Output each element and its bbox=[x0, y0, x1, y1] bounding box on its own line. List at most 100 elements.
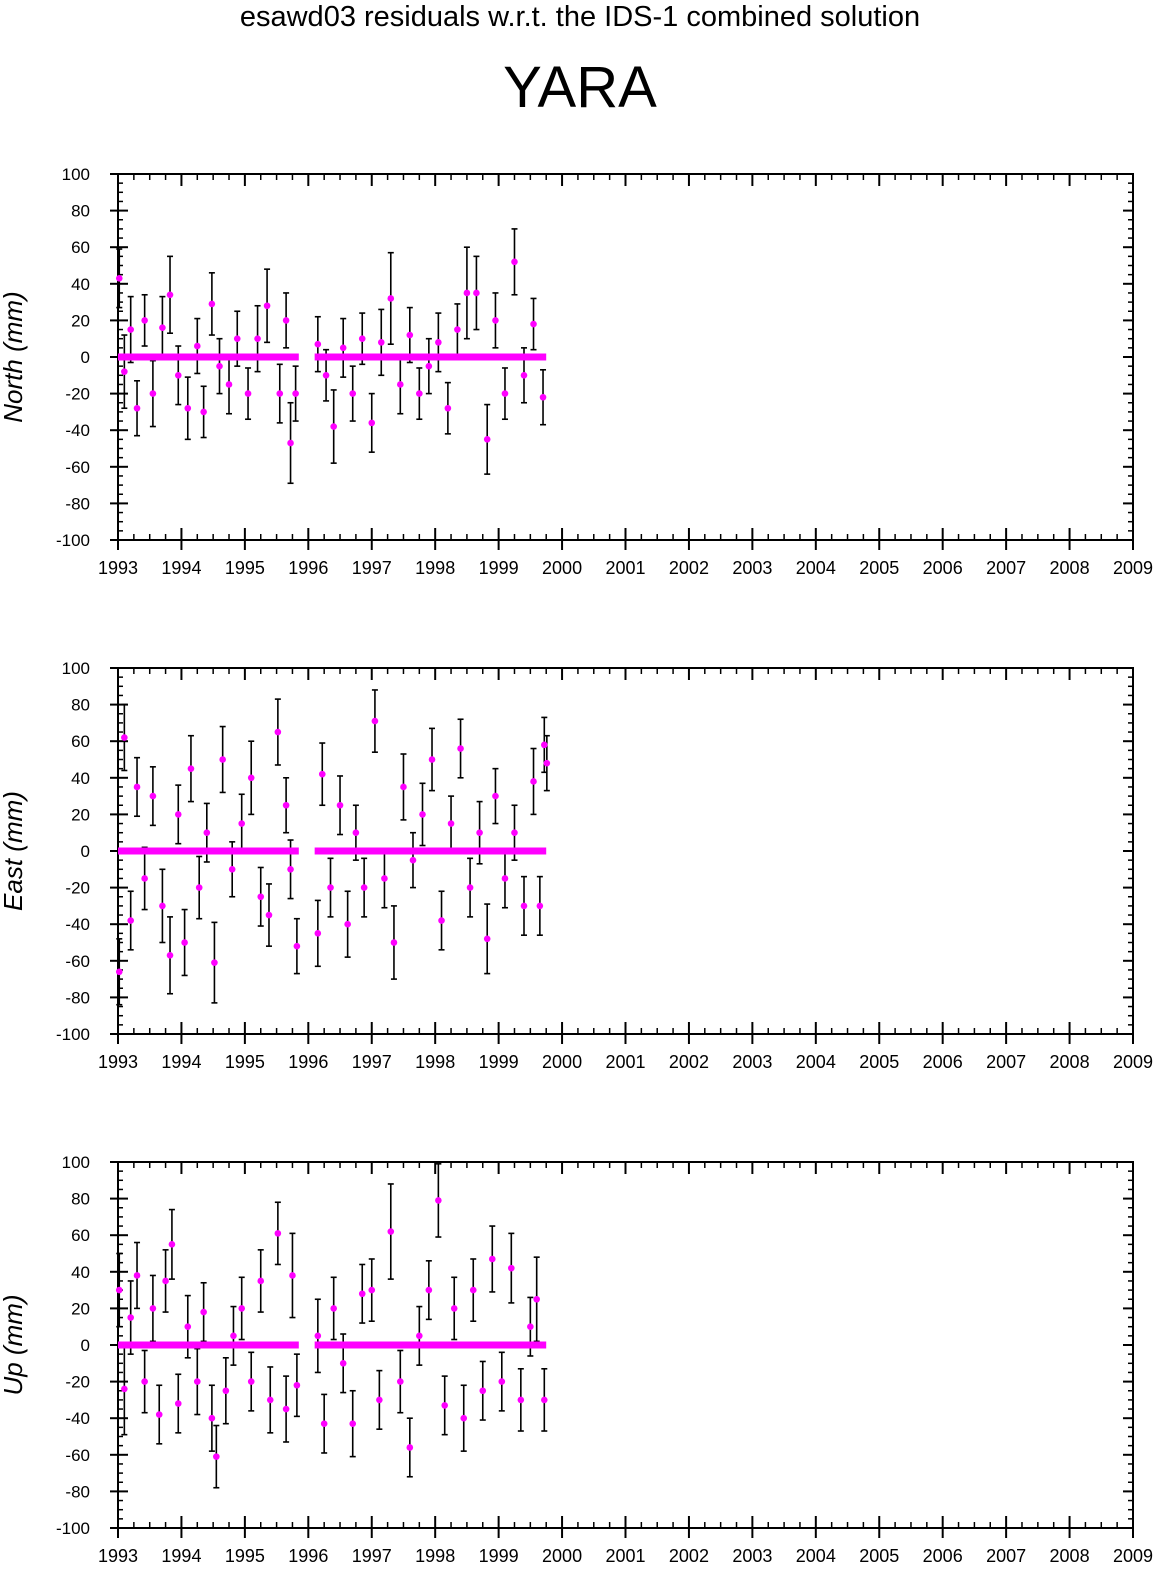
residual-point bbox=[287, 866, 294, 873]
residual-point bbox=[390, 939, 398, 946]
residual-point bbox=[396, 381, 404, 388]
residual-point bbox=[368, 419, 376, 427]
residual-point bbox=[115, 968, 123, 976]
residual-point bbox=[211, 959, 218, 966]
residual-point bbox=[435, 1197, 442, 1204]
residual-point bbox=[162, 1277, 169, 1285]
x-tick-label: 1997 bbox=[352, 1052, 392, 1072]
residual-point bbox=[141, 317, 148, 324]
residual-point bbox=[517, 1396, 525, 1404]
residual-point bbox=[115, 275, 123, 282]
x-tick-label: 1995 bbox=[225, 1052, 265, 1072]
x-tick-label: 2009 bbox=[1113, 1052, 1153, 1072]
x-tick-label: 1997 bbox=[352, 1546, 392, 1566]
residual-point bbox=[498, 1378, 506, 1385]
residual-point bbox=[133, 783, 141, 791]
y-tick-label: 100 bbox=[62, 659, 90, 678]
residual-point bbox=[282, 317, 290, 324]
residual-point bbox=[168, 1241, 176, 1248]
residual-point bbox=[282, 1405, 290, 1413]
residual-point bbox=[193, 342, 201, 350]
residual-point bbox=[339, 344, 347, 352]
residual-point bbox=[501, 390, 509, 397]
y-tick-label: 100 bbox=[62, 165, 90, 184]
residual-point bbox=[501, 875, 509, 882]
residual-point bbox=[406, 1444, 414, 1451]
residual-point bbox=[416, 1332, 423, 1340]
residual-point bbox=[274, 728, 282, 736]
residual-point bbox=[349, 390, 357, 397]
x-tick-label: 2005 bbox=[859, 1052, 899, 1072]
north-panel: 1993 1994 1995 1996 1997 1998 1999 2000 2001 2002… bbox=[0, 165, 1153, 578]
x-tick-label: 1999 bbox=[479, 1546, 519, 1566]
x-tick-label: 2004 bbox=[796, 1546, 836, 1566]
residual-point bbox=[520, 902, 528, 910]
x-tick-label: 2003 bbox=[732, 1546, 772, 1566]
residual-point bbox=[289, 1272, 296, 1279]
residual-point bbox=[314, 1332, 322, 1340]
x-tick-label: 1993 bbox=[98, 558, 138, 578]
residual-point bbox=[121, 734, 128, 741]
residual-point bbox=[228, 866, 236, 873]
residual-point bbox=[263, 302, 271, 310]
y-tick-label: 20 bbox=[71, 805, 90, 824]
x-tick-label: 2006 bbox=[923, 1546, 963, 1566]
residual-point bbox=[149, 390, 157, 397]
y-tick-label: 20 bbox=[71, 311, 90, 330]
residual-point bbox=[416, 390, 423, 397]
residual-point bbox=[419, 811, 426, 818]
residual-point bbox=[208, 300, 216, 308]
residual-point bbox=[539, 393, 547, 401]
residual-point bbox=[473, 289, 480, 297]
x-tick-label: 1993 bbox=[98, 1052, 138, 1072]
x-tick-label: 2002 bbox=[669, 1052, 709, 1072]
y-tick-label: -60 bbox=[65, 952, 90, 971]
residual-point bbox=[536, 902, 544, 910]
residual-point bbox=[358, 1290, 366, 1298]
residual-point bbox=[444, 404, 452, 412]
x-tick-label: 1995 bbox=[225, 558, 265, 578]
y-tick-label: -60 bbox=[65, 458, 90, 477]
y-tick-label: -60 bbox=[65, 1446, 90, 1465]
y-tick-label: 80 bbox=[71, 1190, 90, 1209]
x-tick-label: 1993 bbox=[98, 1546, 138, 1566]
y-tick-label: 0 bbox=[81, 842, 90, 861]
residual-point bbox=[400, 783, 407, 791]
x-tick-label: 2000 bbox=[542, 558, 582, 578]
residual-point bbox=[483, 436, 491, 443]
residual-point bbox=[488, 1255, 496, 1263]
x-tick-label: 1996 bbox=[288, 1052, 328, 1072]
residual-point bbox=[174, 1400, 182, 1407]
residual-point bbox=[435, 339, 442, 346]
y-tick-label: 0 bbox=[81, 348, 90, 367]
residual-point bbox=[352, 829, 360, 836]
east-panel: 1993 1994 1995 1996 1997 1998 1999 2000 2001 2002… bbox=[0, 659, 1153, 1072]
residual-point bbox=[238, 1305, 246, 1312]
x-tick-label: 2001 bbox=[605, 1546, 645, 1566]
x-tick-label: 2009 bbox=[1113, 1546, 1153, 1566]
residual-point bbox=[541, 1396, 548, 1404]
residual-point bbox=[274, 1230, 282, 1237]
residual-point bbox=[282, 801, 290, 809]
residual-point bbox=[520, 372, 528, 379]
residual-point bbox=[543, 759, 551, 767]
residual-point bbox=[530, 320, 537, 328]
residual-point bbox=[492, 317, 499, 324]
residual-point bbox=[159, 324, 166, 332]
residual-point bbox=[276, 390, 284, 397]
residual-point bbox=[155, 1411, 163, 1418]
x-tick-label: 2008 bbox=[1050, 558, 1090, 578]
x-tick-label: 2003 bbox=[732, 1052, 772, 1072]
residual-point bbox=[149, 1305, 157, 1312]
x-tick-label: 2001 bbox=[605, 1052, 645, 1072]
residual-point bbox=[406, 331, 414, 339]
residual-point bbox=[376, 1396, 383, 1404]
residual-point bbox=[133, 1272, 141, 1279]
residual-point bbox=[254, 335, 261, 342]
x-tick-label: 1999 bbox=[479, 558, 519, 578]
residual-point bbox=[381, 875, 388, 882]
station-name: YARA bbox=[503, 55, 657, 120]
residual-point bbox=[238, 820, 246, 827]
residual-point bbox=[159, 902, 166, 910]
residual-point bbox=[149, 792, 157, 800]
